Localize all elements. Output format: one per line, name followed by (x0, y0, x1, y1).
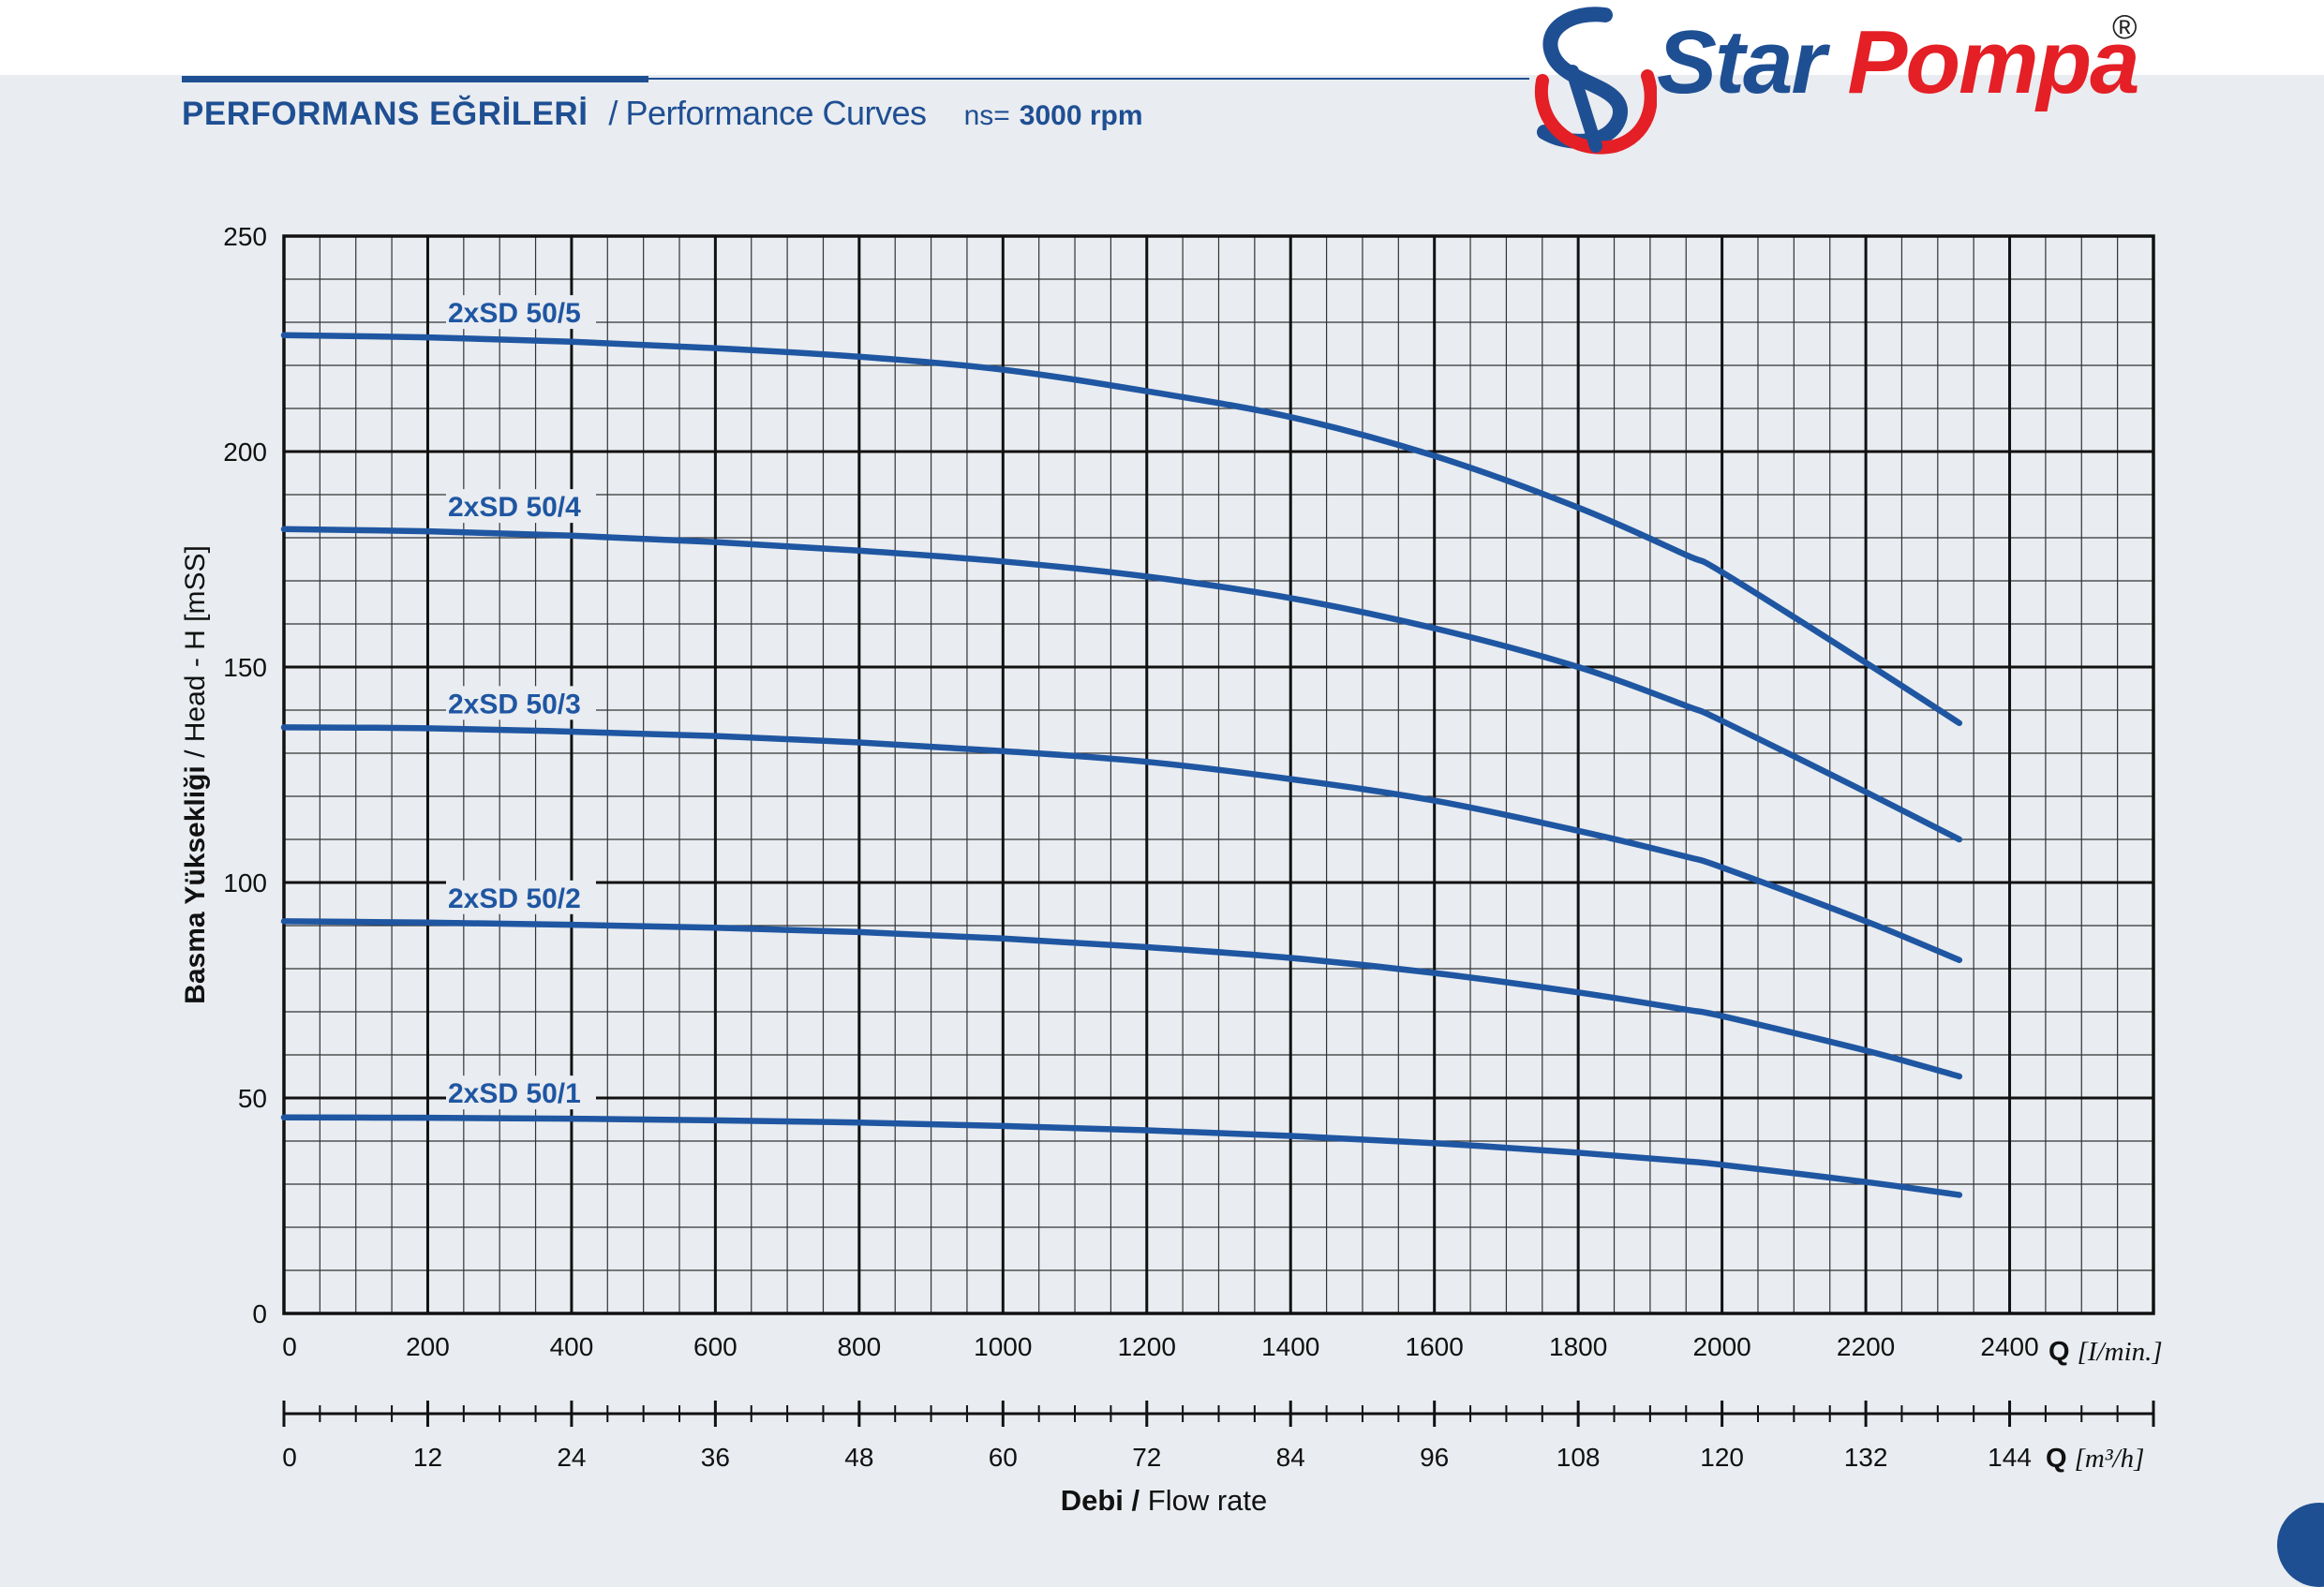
x-unit-lmin-text: [I/min.] (2078, 1337, 2163, 1367)
x-tick-label-m3h: 144 (1988, 1443, 2032, 1472)
title-english: Performance Curves (625, 94, 927, 132)
x-axis-title-sep: / (1124, 1484, 1148, 1517)
x-tick-label-m3h: 48 (844, 1443, 873, 1472)
brand-logo: Star Pompa ® (1516, 6, 2191, 156)
series-label-bg (446, 489, 596, 524)
title-turkish: PERFORMANS EĞRİLERİ (182, 96, 588, 132)
plot-border (282, 234, 2155, 1315)
series-label: 2xSD 50/4 (448, 492, 581, 523)
logo-emblem-icon (1534, 7, 1657, 155)
y-axis-title: Basma Yüksekliği / Head - H [mSS] (180, 545, 211, 1004)
x-unit-m3h-text: [m³/h] (2075, 1444, 2145, 1474)
series-label-bg (446, 880, 596, 914)
x-tick-label-lmin: 1600 (1406, 1332, 1464, 1361)
y-tick-label: 250 (223, 222, 267, 251)
x-tick-label-lmin: 1000 (974, 1332, 1032, 1361)
series-label-bg (446, 686, 596, 720)
x-tick-label-m3h: 132 (1844, 1443, 1888, 1472)
y-axis-title-tr: Basma Yüksekliği (180, 765, 211, 1004)
x-axis-title: Debi / Flow rate (1061, 1484, 1268, 1517)
brand-pompa: Pompa (1847, 12, 2139, 112)
series-line (280, 332, 1963, 727)
y-tick-label: 50 (238, 1084, 267, 1113)
y-tick-label: 150 (223, 653, 267, 682)
x-tick-label-m3h: 120 (1700, 1443, 1744, 1472)
series-label-bg (446, 1075, 596, 1110)
x-unit-lmin: Q [I/min.] (2048, 1337, 2163, 1367)
x-unit-m3h: Q [m³/h] (2046, 1444, 2144, 1474)
x-tick-label-lmin: 600 (693, 1332, 737, 1361)
x-tick-label-lmin: 2000 (1692, 1332, 1750, 1361)
header-rule-thick (182, 76, 648, 82)
x-tick-label-lmin: 0 (282, 1332, 297, 1361)
series-label: 2xSD 50/1 (448, 1078, 581, 1109)
series-line (280, 918, 1963, 1080)
series-line (280, 1114, 1963, 1198)
x-unit-lmin-symbol: Q (2048, 1337, 2078, 1367)
x-tick-label-m3h: 72 (1132, 1443, 1161, 1472)
x-tick-label-m3h: 108 (1557, 1443, 1601, 1472)
x-tick-label-lmin: 200 (406, 1332, 450, 1361)
x-tick-label-lmin: 1200 (1118, 1332, 1176, 1361)
rpm-label: ns= (963, 100, 1010, 131)
series-line (280, 724, 1963, 964)
y-axis-title-en: Head - H [mSS] (180, 545, 211, 742)
x-tick-label-m3h: 60 (989, 1443, 1018, 1472)
x-axis-title-tr: Debi (1061, 1484, 1124, 1517)
series-label: 2xSD 50/5 (448, 298, 581, 329)
x-axis-title-en: Flow rate (1148, 1484, 1267, 1517)
x-tick-label-lmin: 2400 (1980, 1332, 2038, 1361)
x-tick-label-m3h: 0 (282, 1443, 297, 1472)
title-separator: / (608, 94, 618, 132)
y-tick-label: 0 (252, 1299, 267, 1328)
x-tick-label-lmin: 800 (837, 1332, 881, 1361)
y-tick-label: 100 (223, 868, 267, 897)
x-unit-m3h-symbol: Q (2046, 1444, 2075, 1474)
y-axis-title-sep: / (180, 742, 211, 765)
series-line (280, 526, 1963, 843)
series-label-bg (446, 295, 596, 330)
x-tick-label-lmin: 1800 (1549, 1332, 1607, 1361)
rpm-value: 3000 rpm (1019, 100, 1143, 131)
header-band (0, 0, 2324, 75)
x-tick-label-lmin: 2200 (1837, 1332, 1895, 1361)
x-tick-label-m3h: 36 (701, 1443, 730, 1472)
brand-star: Star (1657, 12, 1826, 112)
registered-mark: ® (2112, 7, 2138, 46)
x-tick-label-lmin: 400 (550, 1332, 594, 1361)
x-tick-label-lmin: 1400 (1261, 1332, 1319, 1361)
header-rule-thin (648, 78, 1529, 80)
x-tick-label-m3h: 84 (1276, 1443, 1305, 1472)
series-label: 2xSD 50/2 (448, 883, 581, 914)
y-tick-label: 200 (223, 438, 267, 467)
x-tick-label-m3h: 96 (1420, 1443, 1449, 1472)
page-title: PERFORMANS EĞRİLERİ / Performance Curves… (182, 94, 1143, 141)
x-tick-label-m3h: 12 (413, 1443, 442, 1472)
brand-name: Star Pompa (1657, 11, 2139, 114)
x-tick-label-m3h: 24 (557, 1443, 586, 1472)
series-label: 2xSD 50/3 (448, 689, 581, 719)
